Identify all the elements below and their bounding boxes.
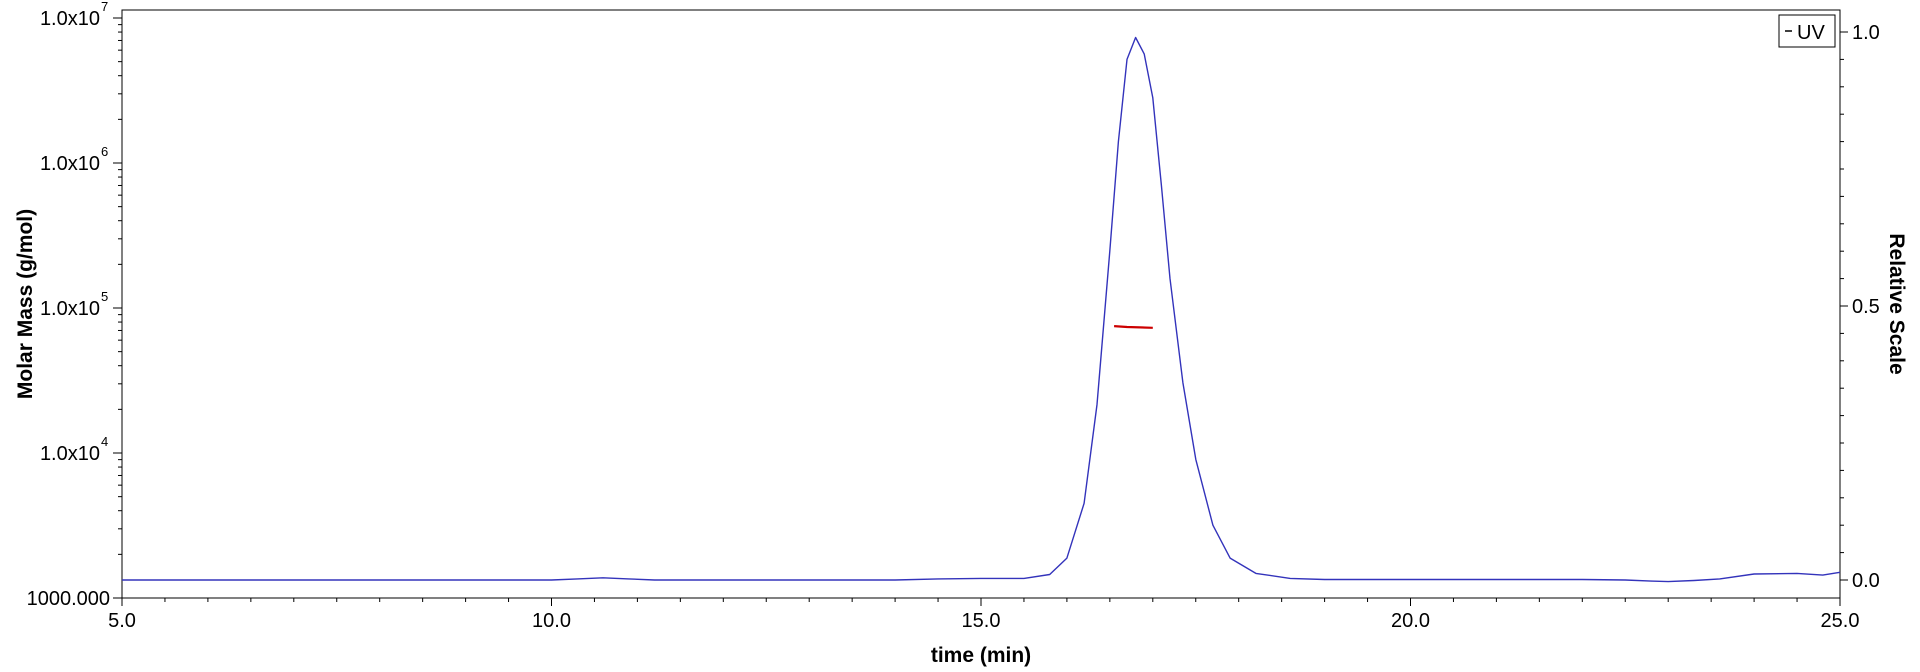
y-left-tick-exponent: 6 [101, 144, 108, 159]
uv-trace [122, 36, 1841, 583]
legend-entry-uv: UV [1797, 22, 1825, 44]
x-tick-label: 25.0 [1821, 610, 1860, 632]
molar-mass-trace [1114, 325, 1153, 329]
y-left-tick-exponent: 5 [101, 289, 108, 304]
y-right-tick-label: 0.5 [1852, 296, 1880, 318]
y-axis-right-title: Relative Scale [1885, 233, 1908, 374]
y-left-tick-exponent: 7 [101, 0, 108, 14]
x-tick-label: 5.0 [108, 610, 136, 632]
x-tick-label: 10.0 [532, 610, 571, 632]
y-right-tick-label: 0.0 [1852, 570, 1880, 592]
legend: UV [1778, 14, 1836, 48]
x-tick-label: 15.0 [962, 610, 1001, 632]
plot-frame [121, 9, 1841, 599]
x-tick-label: 20.0 [1391, 610, 1430, 632]
tick-labels: 5.0 10.0 15.0 20.0 25.01000.0001.0x1041.0x10… [27, 0, 1880, 632]
y-left-tick-label: 1.0x10 [40, 153, 100, 175]
y-left-tick-label: 1.0x10 [40, 298, 100, 320]
y-left-tick-exponent: 4 [101, 434, 108, 449]
y-left-tick-label: 1.0x10 [40, 443, 100, 465]
x-axis-title: time (min) [931, 644, 1031, 667]
axis-ticks [113, 17, 1848, 606]
series-layer [122, 36, 1841, 583]
y-right-tick-label: 1.0 [1852, 22, 1880, 44]
y-left-tick-label: 1.0x10 [40, 8, 100, 30]
y-left-tick-label: 1000.000 [27, 588, 110, 610]
y-axis-left-title: Molar Mass (g/mol) [14, 209, 37, 399]
